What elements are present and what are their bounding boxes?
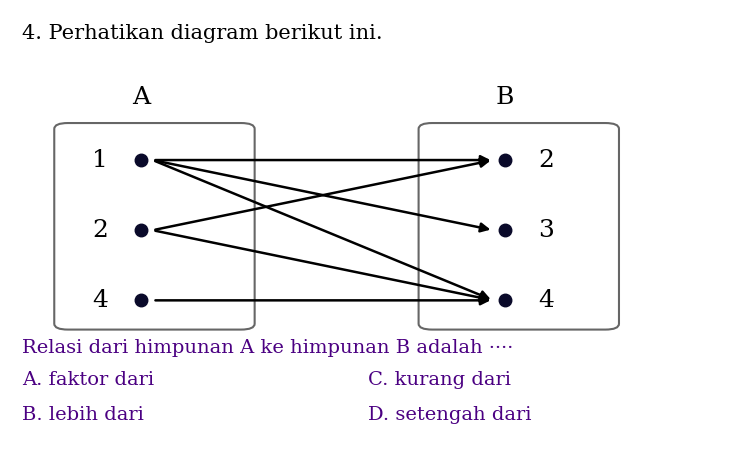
Text: C. kurang dari: C. kurang dari bbox=[368, 370, 511, 388]
Text: A: A bbox=[132, 86, 150, 109]
Text: 3: 3 bbox=[538, 218, 554, 242]
Text: 4: 4 bbox=[92, 289, 108, 312]
Text: A. faktor dari: A. faktor dari bbox=[22, 370, 155, 388]
Text: B: B bbox=[496, 86, 514, 109]
Text: 2: 2 bbox=[538, 149, 554, 171]
Text: 4. Perhatikan diagram berikut ini.: 4. Perhatikan diagram berikut ini. bbox=[22, 24, 383, 43]
Text: 1: 1 bbox=[92, 149, 108, 171]
Text: 2: 2 bbox=[92, 218, 108, 242]
Text: D. setengah dari: D. setengah dari bbox=[368, 406, 532, 424]
Text: B. lebih dari: B. lebih dari bbox=[22, 406, 144, 424]
Text: Relasi dari himpunan A ke himpunan B adalah ····: Relasi dari himpunan A ke himpunan B ada… bbox=[22, 339, 514, 357]
Text: 4: 4 bbox=[538, 289, 554, 312]
